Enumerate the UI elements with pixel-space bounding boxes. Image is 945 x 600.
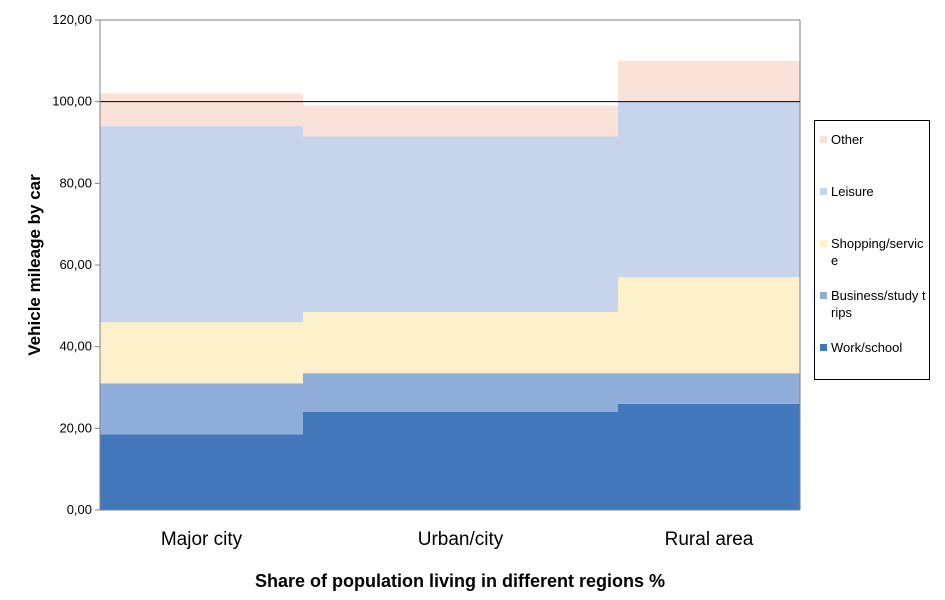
x-category-label: Rural area	[665, 529, 754, 550]
y-axis-title: Vehicle mileage by car	[25, 174, 44, 356]
legend-swatch-other	[820, 136, 827, 143]
legend-label: Work/school	[831, 340, 903, 355]
legend-label: Shopping/service	[831, 236, 924, 268]
area-block-leisure-1	[303, 136, 618, 312]
area-block-business-study-trips-2	[618, 373, 800, 404]
x-category-label: Urban/city	[418, 529, 504, 550]
legend-item-other: Other	[820, 131, 928, 148]
area-block-leisure-0	[100, 126, 303, 323]
y-tick-label: 40,00	[59, 339, 92, 354]
x-category-label: Major city	[161, 529, 243, 550]
x-axis-title: Share of population living in different …	[254, 571, 666, 591]
legend-swatch-shopping	[820, 240, 827, 247]
y-tick-label: 120,00	[52, 12, 92, 27]
area-block-business-study-trips-0	[100, 383, 303, 435]
legend: Other Leisure Shopping/service Business/…	[814, 120, 930, 380]
y-tick-label: 20,00	[59, 420, 92, 435]
y-tick-label: 100,00	[52, 94, 92, 109]
legend-item-work: Work/school	[820, 339, 928, 356]
area-block-other-2	[618, 60, 800, 102]
legend-swatch-business	[820, 292, 827, 299]
legend-label: Leisure	[831, 184, 874, 199]
legend-label: Business/study trips	[831, 288, 926, 320]
area-block-other-0	[100, 93, 303, 127]
area-block-leisure-2	[618, 101, 800, 278]
legend-item-leisure: Leisure	[820, 183, 928, 200]
legend-label: Other	[831, 132, 864, 147]
legend-item-shopping: Shopping/service	[820, 235, 928, 269]
legend-swatch-work	[820, 344, 827, 351]
area-block-work-school-2	[618, 403, 800, 510]
legend-item-business: Business/study trips	[820, 287, 928, 321]
area-block-other-1	[303, 105, 618, 137]
area-block-shopping-service-2	[618, 277, 800, 374]
area-block-shopping-service-0	[100, 322, 303, 384]
area-block-shopping-service-1	[303, 311, 618, 374]
area-block-business-study-trips-1	[303, 373, 618, 412]
area-block-work-school-1	[303, 412, 618, 510]
y-tick-label: 0,00	[67, 502, 92, 517]
y-tick-label: 80,00	[59, 175, 92, 190]
legend-swatch-leisure	[820, 188, 827, 195]
y-tick-label: 60,00	[59, 257, 92, 272]
area-block-work-school-0	[100, 434, 303, 510]
